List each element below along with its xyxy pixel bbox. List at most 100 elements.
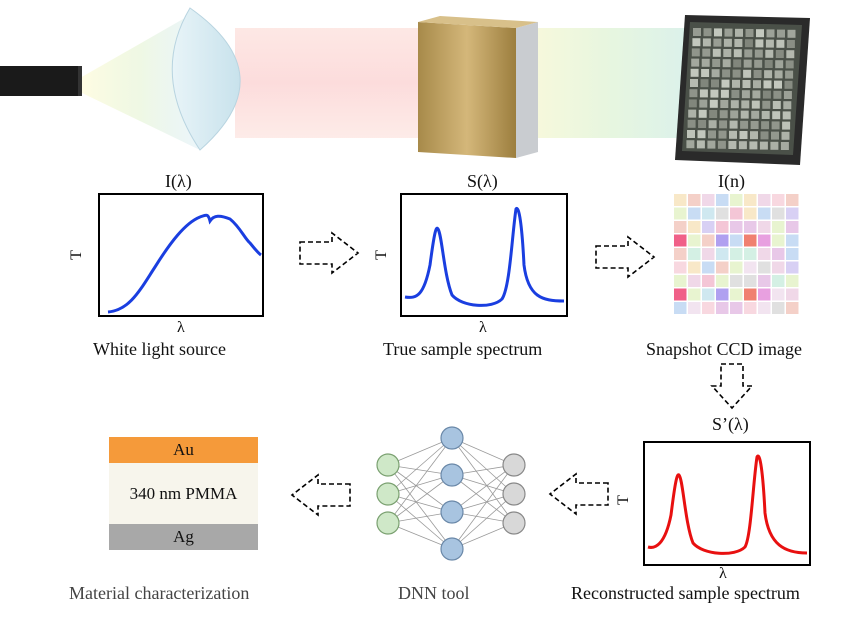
chip-cell xyxy=(730,110,739,119)
chip-cell xyxy=(719,120,728,129)
chip-cell xyxy=(735,28,743,37)
chip-cell xyxy=(689,89,698,98)
chip-cell xyxy=(690,68,699,77)
chip-cell xyxy=(719,110,728,119)
ccd-pixel xyxy=(758,302,771,314)
chip-cell xyxy=(696,140,705,149)
chip-cell xyxy=(772,111,781,120)
chip-cell xyxy=(720,100,729,108)
chip-cell xyxy=(785,60,794,69)
ccd-pixel xyxy=(716,221,729,233)
chip-cell xyxy=(732,79,740,88)
chip-cell xyxy=(751,100,760,109)
ccd-pixel xyxy=(730,221,743,233)
light-beam-2 xyxy=(535,28,685,138)
ccd-pixel xyxy=(786,194,799,206)
chip-cell xyxy=(701,58,710,67)
chip-cell xyxy=(711,69,720,78)
chip-cell xyxy=(738,141,747,150)
ccd-pixel xyxy=(674,207,687,220)
chip-cell xyxy=(754,59,763,68)
chip-cell xyxy=(709,110,718,118)
chip-cell xyxy=(686,140,695,149)
ccd-pixel xyxy=(772,221,785,233)
dnn-connection xyxy=(451,464,515,550)
ccd-pixel xyxy=(688,261,701,274)
ccd-pixel xyxy=(730,194,743,206)
chip-cell xyxy=(688,99,697,108)
chip-cell xyxy=(733,59,742,68)
chip-cell xyxy=(723,38,732,47)
chip-cell xyxy=(762,100,771,109)
ccd-pixel xyxy=(744,248,757,260)
chip-cell xyxy=(783,91,792,99)
source-spectrum-plot xyxy=(98,193,264,317)
reconstructed-x-axis-label: λ xyxy=(719,565,727,582)
chip-cell xyxy=(786,40,795,48)
ccd-pixel xyxy=(702,275,715,287)
chip-cell xyxy=(710,89,719,98)
chip-cell xyxy=(688,109,697,118)
chip-cell xyxy=(755,39,764,48)
chip-cell xyxy=(729,130,737,139)
chip-cell xyxy=(714,28,722,37)
chip-cell xyxy=(750,121,759,129)
ccd-pixel xyxy=(716,288,729,301)
chip-cell xyxy=(756,29,764,38)
chip-cell xyxy=(777,29,785,38)
ccd-pixel xyxy=(716,248,729,260)
chip-cell xyxy=(784,80,793,89)
ccd-pixel xyxy=(744,302,757,314)
chip-cell xyxy=(730,100,739,109)
chip-cell xyxy=(701,69,710,77)
ccd-pixel xyxy=(688,207,701,220)
dnn-hidden-node xyxy=(440,426,464,450)
chip-cell xyxy=(722,69,731,78)
source-caption: White light source xyxy=(93,339,226,359)
ccd-pixel xyxy=(716,275,729,287)
chip-cell xyxy=(713,38,722,47)
ccd-pixel xyxy=(730,275,743,287)
chip-cell xyxy=(760,131,769,140)
ccd-pixel xyxy=(688,302,701,314)
source-spectrum-curve xyxy=(107,213,262,314)
chip-cell xyxy=(699,89,708,98)
chip-cell xyxy=(702,48,711,57)
chip-cell xyxy=(687,130,695,138)
chip-cell xyxy=(780,142,789,150)
light-beam-1 xyxy=(235,28,425,138)
dashed-arrow-left-2 xyxy=(290,473,351,517)
ccd-pixel xyxy=(758,207,771,220)
chip-cell xyxy=(785,70,794,79)
chip-cell xyxy=(761,121,770,130)
chip-cell xyxy=(775,60,784,69)
chip-cell xyxy=(691,48,700,57)
chip-cell xyxy=(708,120,717,129)
ccd-pixel xyxy=(716,207,729,220)
ccd-pixel xyxy=(702,302,715,314)
dashed-arrow-right-1 xyxy=(299,231,360,275)
chip-cell xyxy=(708,130,716,139)
dnn-connection xyxy=(451,437,515,495)
chip-cell xyxy=(772,101,781,109)
chip-cell xyxy=(763,80,772,89)
chip-cell xyxy=(687,119,696,128)
chip-cell xyxy=(721,79,730,88)
chip-cell xyxy=(711,79,719,88)
ccd-pixel xyxy=(702,221,715,233)
ccd-pixel xyxy=(674,261,687,274)
ccd-pixel xyxy=(772,207,785,220)
true-y-axis-label: T xyxy=(372,250,390,260)
chip-cell xyxy=(786,50,795,59)
chip-cell xyxy=(773,90,782,99)
true-spectrum-curve xyxy=(404,207,565,307)
ccd-pixel xyxy=(772,275,785,287)
ccd-pixel xyxy=(716,194,729,206)
ccd-pixel xyxy=(758,261,771,274)
true-caption: True sample spectrum xyxy=(383,339,543,359)
dnn-connection xyxy=(387,464,453,513)
ccd-pixel xyxy=(786,288,799,301)
chip-cell xyxy=(720,89,729,98)
chip-cell xyxy=(690,79,698,87)
dnn-input-node xyxy=(376,453,400,477)
